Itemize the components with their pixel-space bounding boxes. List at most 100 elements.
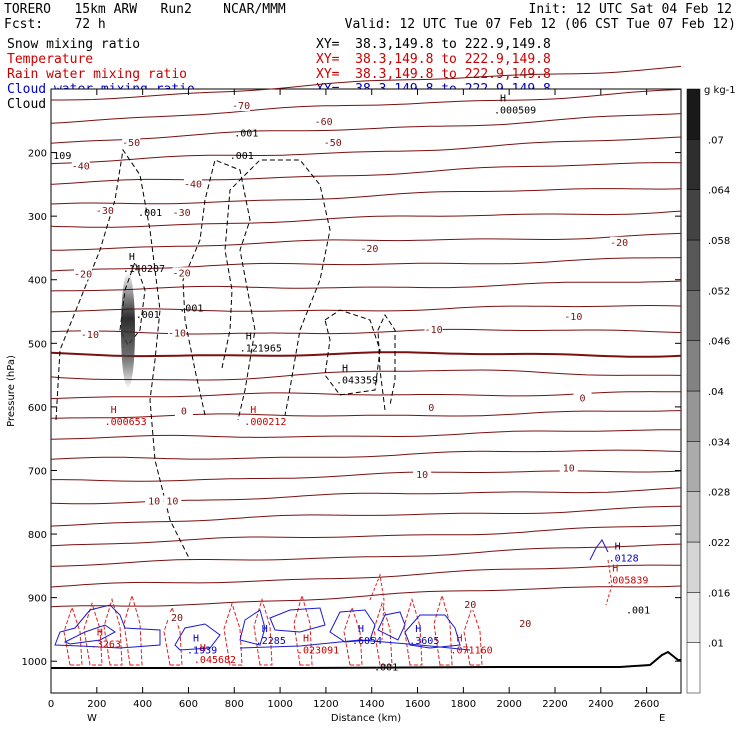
cloud-water-contour — [404, 614, 461, 649]
isotherm-line — [50, 564, 682, 588]
y-tick-label: 700 — [28, 466, 47, 477]
temperature-label: 0 — [428, 403, 434, 414]
cloud-ice-shading — [121, 272, 135, 388]
snow-label: .001 — [179, 304, 203, 315]
temp-label-bg — [610, 236, 629, 248]
extremum-mark: H — [303, 634, 309, 645]
temp-label-bg — [172, 206, 191, 218]
extremum-value: .2285 — [256, 636, 286, 647]
isotherm-line — [50, 88, 682, 124]
isotherm-line — [50, 585, 682, 608]
extremum-mark: H — [111, 405, 117, 416]
temperature-label: 0 — [181, 406, 187, 417]
rain-contour — [463, 605, 483, 666]
x-tick-label: 0 — [48, 699, 54, 710]
temperature-label: -40 — [72, 161, 90, 172]
temp-label-bg — [168, 327, 186, 339]
isotherm-line — [50, 410, 682, 419]
extremum-mark: H — [612, 564, 618, 575]
colorbar-label: .016 — [708, 588, 730, 599]
temperature-label: -60 — [315, 117, 333, 128]
temperature-label: 10 — [166, 497, 178, 508]
temp-label-bg — [564, 311, 583, 323]
isotherm-line — [50, 328, 682, 335]
colorbar-segment — [686, 390, 701, 442]
snow-contour — [377, 313, 396, 411]
x-tick-label: 1800 — [451, 699, 476, 710]
temperature-label: -50 — [122, 138, 140, 149]
isotherm-line — [51, 65, 682, 101]
y-tick-label: 300 — [28, 212, 47, 223]
extremum-mark: H — [246, 332, 252, 343]
isotherm-line — [50, 136, 682, 165]
cloud-water-contour — [377, 611, 406, 641]
x-tick-label: 1000 — [267, 699, 292, 710]
extremum-value: .000212 — [244, 417, 286, 428]
rain-contour — [223, 601, 243, 666]
y-tick-label: 800 — [28, 530, 47, 541]
temperature-label: -10 — [564, 312, 582, 323]
rain-contour — [253, 597, 273, 666]
temp-label-bg — [424, 323, 443, 335]
temperature-label: -10 — [81, 330, 99, 341]
extremum-value: .6054 — [352, 636, 382, 647]
temp-label-bg — [461, 599, 480, 611]
x-tick-label: 1600 — [405, 699, 430, 710]
extremum-mark: H — [193, 634, 199, 645]
extremum-value: .3605 — [409, 636, 439, 647]
x-tick-label: 1400 — [359, 699, 384, 710]
snow-label: .001 — [138, 208, 162, 219]
extremum-value: .071160 — [450, 646, 492, 657]
temp-label-bg — [232, 100, 251, 112]
temp-label-bg — [172, 267, 191, 279]
x-tick-label: 200 — [87, 699, 106, 710]
x-tick-label: 600 — [179, 699, 198, 710]
colorbar-label: .022 — [708, 538, 730, 549]
extremum-value: .023091 — [297, 646, 339, 657]
temperature-label: 20 — [171, 613, 183, 624]
isotherm-line — [50, 113, 682, 144]
y-tick-label: 200 — [28, 149, 47, 160]
temperature-label: -50 — [324, 138, 342, 149]
extremum-value: .005839 — [606, 576, 648, 587]
header-line1-left: TORERO 15km ARW Run2 NCAR/MMM — [4, 2, 286, 17]
colorbar-segment — [686, 340, 701, 392]
extremum-mark: H — [342, 363, 348, 374]
extremum-value: .140207 — [123, 264, 165, 275]
extremum-value: .0128 — [609, 553, 639, 564]
x-tick-label: 2200 — [542, 699, 567, 710]
colorbar-segment — [686, 139, 701, 190]
isotherm-line — [50, 543, 682, 567]
temperature-label: -30 — [173, 208, 191, 219]
extremum-value: .121965 — [240, 344, 282, 355]
temp-label-bg — [174, 405, 193, 417]
rain-contour — [433, 593, 453, 666]
temp-label-bg — [163, 495, 182, 507]
extremum-value: .043359 — [336, 375, 378, 386]
temp-label-bg — [95, 204, 114, 216]
snow-contour — [182, 159, 256, 421]
y-tick-label: 900 — [28, 594, 47, 605]
x-tick-label: 2400 — [588, 699, 613, 710]
temperature-label: -20 — [610, 238, 628, 249]
rain-contour — [373, 601, 393, 666]
temperature-label: 10 — [416, 470, 428, 481]
rain-contour — [343, 605, 363, 666]
extremum-value: .000509 — [494, 105, 536, 116]
x-end-label-left: W — [87, 713, 97, 724]
extremum-mark: H — [262, 624, 268, 635]
cloud-water-contour — [589, 539, 609, 561]
temperature-label: -20 — [360, 244, 378, 255]
y-tick-label: 1000 — [22, 657, 47, 668]
colorbar-segment — [686, 541, 701, 593]
field-xy: XY= 38.3,149.8 to 222.9,149.8 — [316, 37, 551, 52]
extremum-mark: H — [129, 252, 135, 263]
header-line2-left: Fcst: 72 h — [4, 17, 106, 32]
x-end-label-right: E — [659, 713, 665, 724]
isotherm-line — [50, 304, 682, 313]
field-name: Rain water mixing ratio — [7, 67, 188, 82]
isotherm-line — [50, 188, 682, 205]
x-tick-label: 400 — [133, 699, 152, 710]
colorbar-segment — [686, 189, 701, 241]
